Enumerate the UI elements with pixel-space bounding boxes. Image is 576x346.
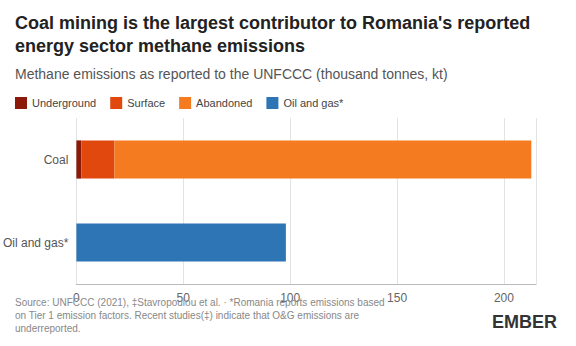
svg-text:on Tier 1 emission factors. Re: on Tier 1 emission factors. Recent studi…: [15, 310, 362, 321]
svg-text:EMBER: EMBER: [492, 312, 557, 332]
svg-text:Underground: Underground: [32, 97, 96, 109]
svg-text:Surface: Surface: [127, 97, 165, 109]
svg-text:Oil and gas*: Oil and gas*: [3, 236, 69, 250]
svg-text:Source: UNFCCC (2021), ‡Stavro: Source: UNFCCC (2021), ‡Stavropoulou et …: [15, 297, 387, 308]
svg-text:underreported.: underreported.: [15, 323, 81, 334]
svg-text:Methane emissions as reported: Methane emissions as reported to the UNF…: [15, 66, 448, 82]
svg-text:Coal mining is the largest con: Coal mining is the largest contributor t…: [15, 13, 535, 33]
svg-text:energy sector methane emission: energy sector methane emissions: [15, 36, 305, 56]
svg-text:150: 150: [387, 291, 407, 305]
svg-text:Abandoned: Abandoned: [196, 97, 252, 109]
svg-text:Oil and gas*: Oil and gas*: [283, 97, 344, 109]
svg-text:200: 200: [494, 291, 514, 305]
svg-text:Coal: Coal: [44, 153, 69, 167]
